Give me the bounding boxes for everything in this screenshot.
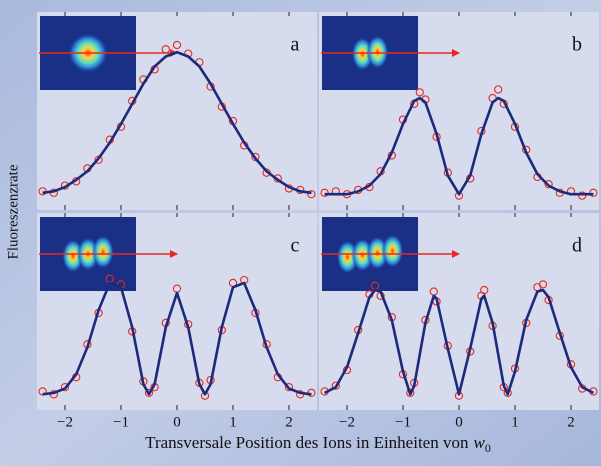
data-point: [331, 381, 340, 390]
data-point: [251, 152, 260, 162]
data-point: [38, 387, 47, 396]
x-tick-label: 2: [567, 414, 575, 430]
mode-lobe: [366, 35, 389, 69]
fit-curve: [324, 96, 594, 196]
panel: d: [319, 213, 599, 410]
panel-label: b: [572, 34, 582, 56]
x-tick-label: −2: [339, 414, 355, 430]
panel: c: [37, 213, 317, 410]
data-point: [144, 388, 154, 398]
x-tick-label: −1: [113, 414, 129, 430]
panel: b: [319, 12, 599, 210]
data-point: [60, 383, 70, 392]
x-tick-label: 1: [511, 414, 519, 430]
fit-curve: [42, 281, 312, 396]
mode-lobe: [92, 235, 114, 269]
y-axis-label: Fluoreszenzrate: [5, 164, 21, 259]
data-point: [320, 188, 329, 197]
x-tick-label: 2: [285, 414, 293, 430]
panel-label: d: [572, 235, 582, 257]
x-tick-label: −1: [395, 414, 411, 430]
x-tick-label: −2: [57, 414, 73, 430]
x-axis-label: Transversale Position des Ions in Einhei…: [145, 433, 491, 455]
data-point: [494, 85, 503, 94]
mode-inset: [321, 16, 460, 90]
data-point: [307, 190, 316, 199]
x-axis-label-symbol: w: [473, 433, 485, 452]
data-point: [161, 45, 170, 54]
mode-inset: [39, 16, 178, 90]
panel-label: c: [291, 235, 300, 257]
mode-lobe: [381, 234, 404, 268]
x-axis-label-text: Transversale Position des Ions in Einhei…: [145, 433, 469, 452]
fit-curve: [42, 50, 312, 195]
x-tick-label: 0: [455, 414, 463, 430]
data-point: [406, 388, 415, 398]
data-point: [415, 88, 424, 97]
panel-label: a: [291, 34, 300, 56]
data-point: [503, 388, 512, 398]
data-point: [578, 191, 587, 200]
data-point: [172, 40, 182, 50]
data-point: [589, 188, 598, 197]
mode-inset: [321, 217, 460, 291]
fit-curve: [324, 288, 594, 396]
x-axis-label-subscript: 0: [485, 441, 491, 455]
data-point: [480, 285, 489, 295]
mode-inset: [39, 217, 178, 291]
x-tick-label: 0: [173, 414, 181, 430]
panel: a: [37, 12, 317, 210]
data-point: [538, 280, 548, 289]
data-point: [544, 180, 553, 189]
x-tick-label: 1: [229, 414, 237, 430]
data-point: [284, 383, 294, 392]
